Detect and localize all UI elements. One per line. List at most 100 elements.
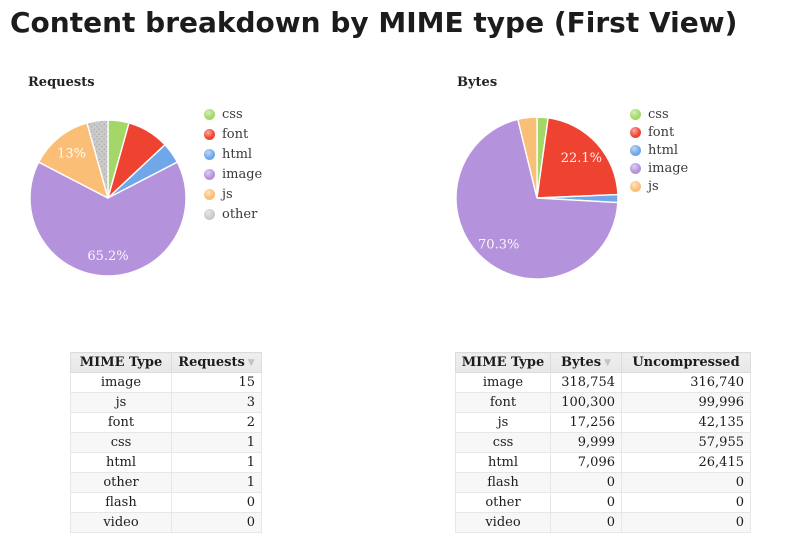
legend-swatch-icon [204, 208, 215, 220]
mime-type-cell: flash [70, 492, 172, 513]
value-cell: 57,955 [621, 432, 751, 453]
mime-type-cell: video [70, 512, 172, 533]
table-row-flash: flash 0 [70, 492, 262, 513]
requests-table-container: MIME Type Requests ▼ image 15 js 3 font 2 css 1 htm… [70, 352, 262, 533]
legend-label: image [222, 166, 263, 182]
value-cell: 26,415 [621, 452, 751, 473]
value-cell: 1 [171, 472, 262, 493]
mime-type-cell: video [455, 512, 551, 533]
pie-percent-label-font: 22.1% [561, 151, 602, 166]
requests-table: MIME Type Requests ▼ image 15 js 3 font 2 css 1 htm… [70, 352, 262, 533]
table-row-html: html 7,096 26,415 [455, 452, 751, 473]
bytes-legend: css font html image js [630, 105, 688, 195]
column-header-bytes[interactable]: Bytes ▼ [550, 352, 622, 373]
legend-label: html [222, 146, 253, 162]
value-cell: 100,300 [550, 392, 622, 413]
value-cell: 0 [550, 512, 622, 533]
mime-type-cell: html [70, 452, 172, 473]
column-header-uncompressed[interactable]: Uncompressed [621, 352, 751, 373]
legend-label: other [222, 206, 258, 222]
mime-type-cell: flash [455, 472, 551, 493]
value-cell: 0 [550, 472, 622, 493]
legend-item-js: js [630, 177, 688, 195]
table-row-css: css 1 [70, 432, 262, 453]
legend-item-css: css [204, 104, 262, 124]
mime-type-cell: html [455, 452, 551, 473]
pie-slice-js[interactable] [38, 122, 109, 199]
column-header-label: MIME Type [461, 355, 545, 370]
value-cell: 1 [171, 452, 262, 473]
column-header-mime-type[interactable]: MIME Type [455, 352, 551, 373]
pie-slice-image[interactable] [455, 118, 619, 280]
sort-descending-icon: ▼ [247, 358, 255, 368]
value-cell: 3 [171, 392, 262, 413]
legend-swatch-icon [630, 162, 641, 174]
page-title: Content breakdown by MIME type (First Vi… [10, 6, 738, 39]
pie-slice-other[interactable] [86, 119, 109, 199]
legend-swatch-icon [630, 180, 641, 192]
table-row-js: js 3 [70, 392, 262, 413]
value-cell: 0 [621, 512, 751, 533]
column-header-label: Uncompressed [632, 355, 740, 370]
bytes-table-container: MIME Type Bytes ▼ Uncompressed image 318,754 3… [455, 352, 751, 533]
table-row-js: js 17,256 42,135 [455, 412, 751, 433]
bytes-pie-chart[interactable]: 22.1% 70.3% [452, 113, 622, 283]
table-row-font: font 100,300 99,996 [455, 392, 751, 413]
column-header-requests[interactable]: Requests ▼ [171, 352, 262, 373]
table-row-html: html 1 [70, 452, 262, 473]
pie-slice-js[interactable] [517, 116, 538, 199]
table-row-image: image 318,754 316,740 [455, 372, 751, 393]
table-row-other: other 0 0 [455, 492, 751, 513]
pie-percent-label-image: 70.3% [478, 238, 519, 253]
legend-swatch-icon [204, 148, 215, 160]
legend-item-image: image [630, 159, 688, 177]
chart-title-bytes: Bytes [457, 75, 498, 90]
legend-item-other: other [204, 204, 262, 224]
legend-label: font [222, 126, 249, 142]
legend-swatch-icon [630, 126, 641, 138]
column-header-label: Bytes [560, 355, 602, 370]
mime-type-cell: font [70, 412, 172, 433]
legend-label: css [222, 106, 243, 122]
table-row-flash: flash 0 0 [455, 472, 751, 493]
legend-item-font: font [204, 124, 262, 144]
legend-swatch-icon [204, 168, 215, 180]
value-cell: 318,754 [550, 372, 622, 393]
pie-slice-image[interactable] [29, 161, 187, 277]
value-cell: 0 [550, 492, 622, 513]
legend-item-css: css [630, 105, 688, 123]
value-cell: 99,996 [621, 392, 751, 413]
requests-pie-chart[interactable]: 65.2% 13% [23, 113, 193, 283]
mime-type-cell: other [70, 472, 172, 493]
legend-item-js: js [204, 184, 262, 204]
column-header-mime-type[interactable]: MIME Type [70, 352, 172, 373]
mime-type-cell: font [455, 392, 551, 413]
value-cell: 17,256 [550, 412, 622, 433]
requests-legend: css font html image js other [204, 104, 262, 224]
legend-label: html [648, 142, 679, 158]
mime-type-cell: js [70, 392, 172, 413]
bytes-table: MIME Type Bytes ▼ Uncompressed image 318,754 3… [455, 352, 751, 533]
value-cell: 9,999 [550, 432, 622, 453]
value-cell: 316,740 [621, 372, 751, 393]
pie-slice-font[interactable] [536, 117, 619, 199]
legend-swatch-icon [204, 128, 215, 140]
value-cell: 15 [171, 372, 262, 393]
legend-label: image [648, 160, 689, 176]
mime-type-cell: css [70, 432, 172, 453]
mime-type-cell: js [455, 412, 551, 433]
value-cell: 2 [171, 412, 262, 433]
legend-label: css [648, 106, 669, 122]
legend-item-image: image [204, 164, 262, 184]
table-header-row: MIME Type Bytes ▼ Uncompressed [455, 352, 751, 373]
column-header-label: MIME Type [79, 355, 163, 370]
legend-item-font: font [630, 123, 688, 141]
legend-item-html: html [204, 144, 262, 164]
legend-swatch-icon [204, 108, 215, 120]
column-header-label: Requests [178, 355, 245, 370]
table-header-row: MIME Type Requests ▼ [70, 352, 262, 373]
legend-item-html: html [630, 141, 688, 159]
chart-title-requests: Requests [28, 75, 95, 90]
mime-type-cell: other [455, 492, 551, 513]
pie-percent-label-image: 65.2% [87, 249, 128, 264]
